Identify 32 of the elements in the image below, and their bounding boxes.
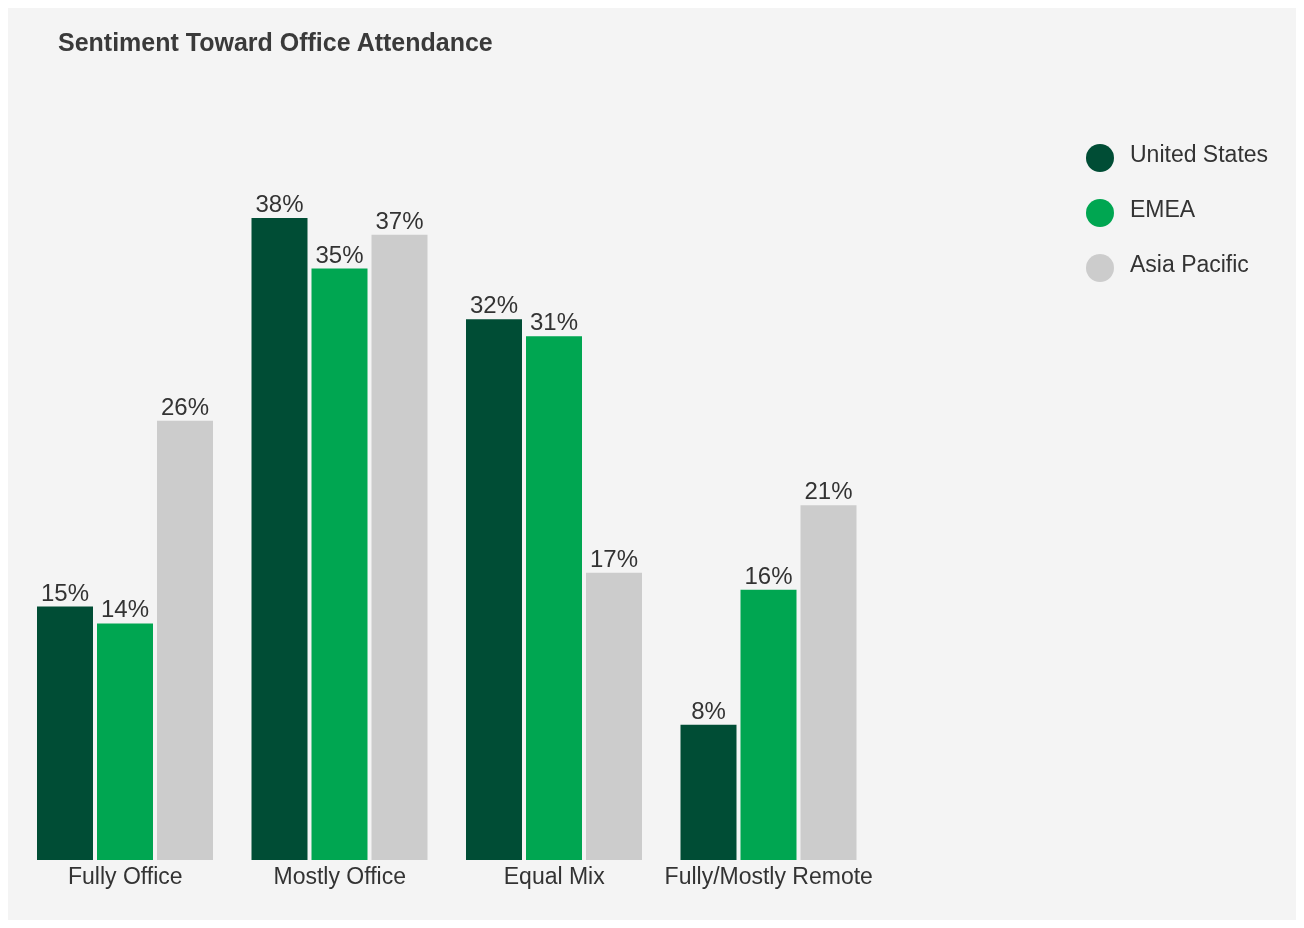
x-tick-label: Fully/Mostly Remote [664,863,873,890]
legend-label: Asia Pacific [1130,251,1249,277]
bar [526,336,582,860]
data-label: 35% [315,240,364,268]
legend-label: United States [1130,141,1269,167]
data-label: 17% [589,544,639,572]
data-label: 15% [40,578,90,606]
x-tick-label: Mostly Office [273,863,406,890]
bar [37,606,93,860]
data-label: 31% [529,308,579,336]
chart-title: Sentiment Toward Office Attendance [58,28,493,57]
data-label: 21% [804,477,853,505]
x-tick-label: Fully Office [67,863,183,890]
data-label: 8% [691,696,726,724]
bar [586,572,642,860]
bar [157,420,213,860]
bar [97,623,153,860]
data-label: 26% [160,392,210,420]
bar [251,217,308,860]
data-label: 14% [100,595,150,623]
bar [800,505,857,860]
data-label: 38% [255,189,304,217]
bar [466,319,522,860]
bar [311,268,368,860]
data-label: 32% [469,291,519,319]
data-label: 37% [375,206,424,234]
legend-label: EMEA [1130,196,1196,222]
bar [740,589,797,860]
x-tick-label: Equal Mix [503,863,606,890]
bar [371,234,428,860]
data-label: 16% [744,561,793,589]
bar [680,724,737,860]
